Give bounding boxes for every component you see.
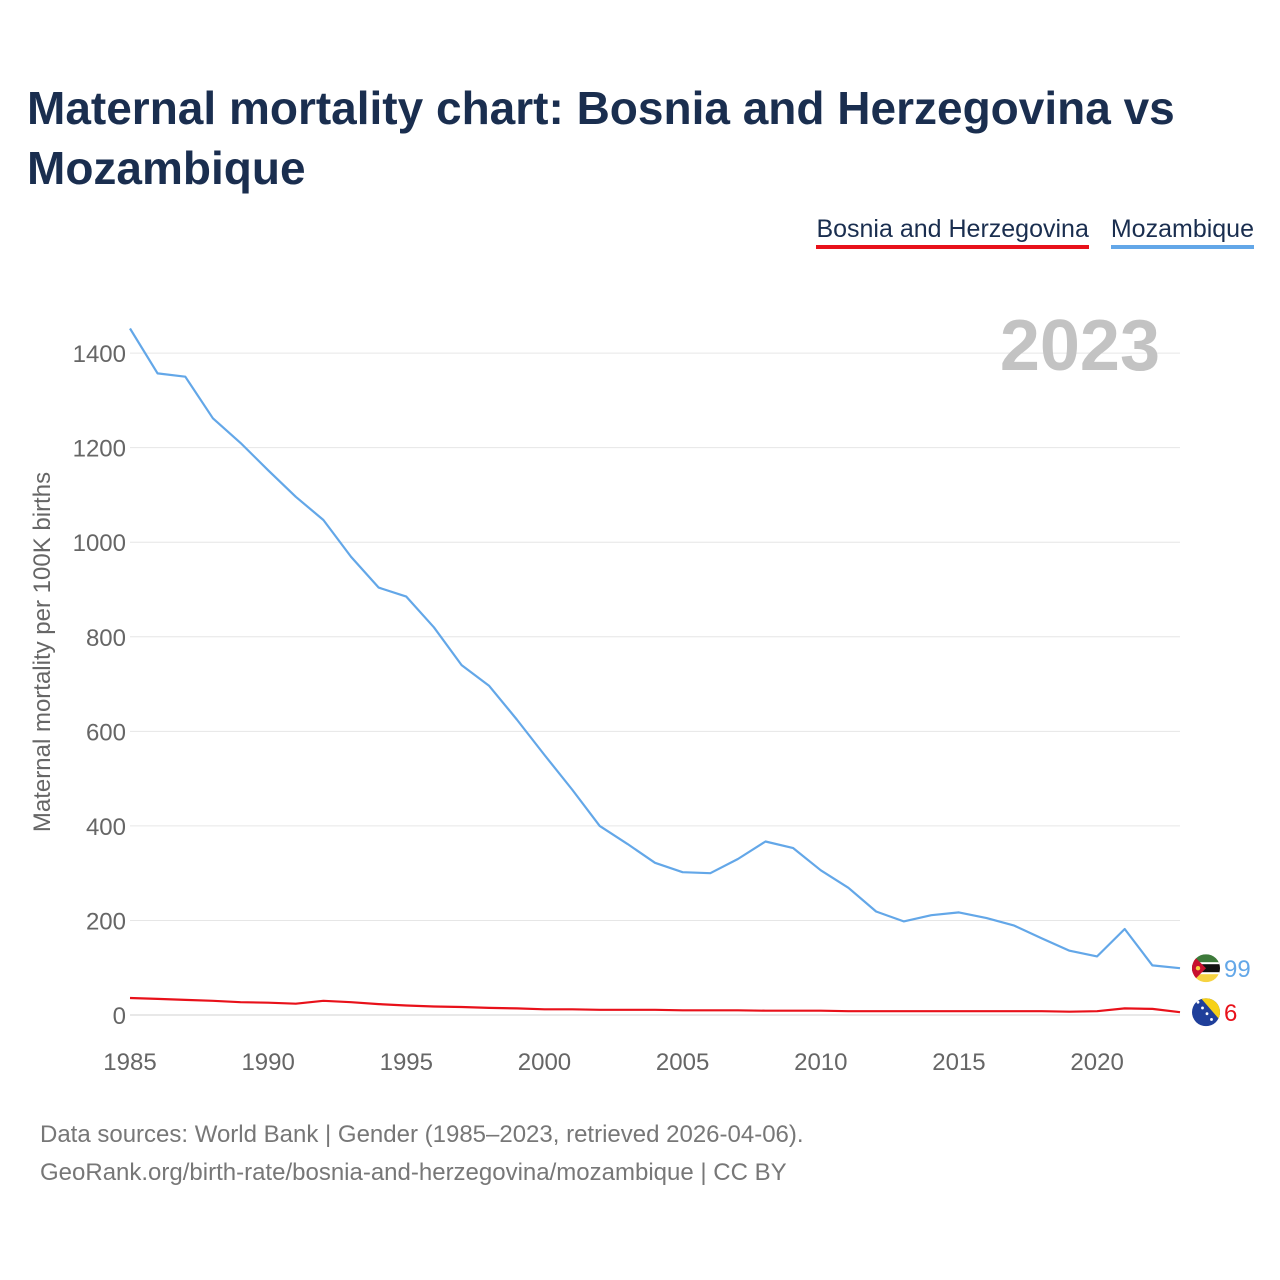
y-tick-label: 0 [113,1003,126,1030]
end-value-label: 6 [1224,1000,1237,1027]
y-tick-label: 200 [86,908,126,935]
x-tick-label: 2005 [656,1049,709,1076]
series-end-markers: 99 6 [1192,954,1251,1027]
bosnia-and-herzegovina-flag-icon [1192,998,1220,1027]
x-tick-label: 2015 [932,1049,985,1076]
series-line-mozambique[interactable] [129,327,1181,970]
year-badge: 2023 [1000,306,1160,386]
x-tick-label: 2010 [794,1049,847,1076]
y-tick-label: 1200 [73,436,126,463]
y-tick-label: 800 [86,625,126,652]
series-lines [129,327,1181,1014]
y-axis-ticks: 0 200 400 600 800 1000 1200 1400 [73,341,126,1030]
x-tick-label: 2020 [1070,1049,1123,1076]
y-tick-label: 600 [86,719,126,746]
legend-item-bosnia-and-herzegovina[interactable]: Bosnia and Herzegovina [816,214,1089,249]
page-title: Maternal mortality chart: Bosnia and Her… [27,82,1175,194]
end-value-label: 99 [1224,956,1251,983]
series-line-bosnia-and-herzegovina[interactable] [129,996,1181,1014]
y-tick-label: 1400 [73,341,126,368]
y-tick-label: 1000 [73,530,126,557]
x-tick-label: 1985 [103,1049,156,1076]
mozambique-flag-icon [1192,954,1220,983]
legend-item-mozambique[interactable]: Mozambique [1110,214,1254,249]
gridlines [130,352,1180,1016]
y-tick-label: 400 [86,814,126,841]
footer-attribution[interactable]: GeoRank.org/birth-rate/bosnia-and-herzeg… [40,1159,787,1186]
y-axis-label: Maternal mortality per 100K births [29,472,56,832]
footer: Data sources: World Bank | Gender (1985–… [40,1116,804,1192]
x-axis-ticks: 1985 1990 1995 2000 2005 2010 2015 2020 [103,1049,1123,1076]
x-tick-label: 2000 [518,1049,571,1076]
x-tick-label: 1990 [241,1049,294,1076]
footer-source: Data sources: World Bank | Gender (1985–… [40,1121,804,1148]
legend: Bosnia and Herzegovina Mozambique [816,214,1254,249]
x-tick-label: 1995 [380,1049,433,1076]
